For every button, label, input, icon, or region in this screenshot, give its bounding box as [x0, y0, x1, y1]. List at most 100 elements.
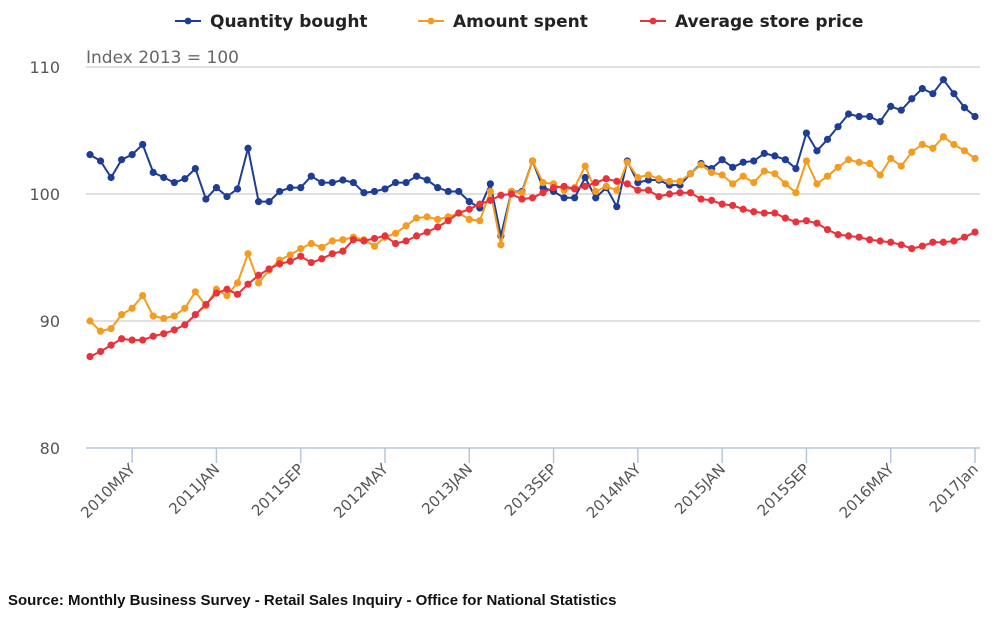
data-point[interactable]: [307, 239, 315, 248]
data-point[interactable]: [960, 147, 969, 155]
data-point[interactable]: [202, 195, 210, 203]
data-point[interactable]: [223, 192, 231, 201]
data-point[interactable]: [423, 213, 431, 221]
data-point[interactable]: [497, 191, 505, 199]
data-point[interactable]: [191, 311, 199, 319]
data-point[interactable]: [128, 304, 136, 312]
data-point[interactable]: [286, 251, 294, 259]
data-point[interactable]: [887, 102, 895, 110]
data-point[interactable]: [686, 189, 695, 197]
data-point[interactable]: [328, 237, 336, 245]
data-point[interactable]: [844, 110, 853, 118]
data-point[interactable]: [339, 176, 347, 184]
data-point[interactable]: [254, 279, 263, 287]
data-point[interactable]: [476, 200, 484, 208]
data-point[interactable]: [929, 238, 937, 246]
data-point[interactable]: [760, 167, 768, 175]
data-point[interactable]: [212, 289, 221, 297]
data-point[interactable]: [381, 232, 389, 240]
data-point[interactable]: [413, 232, 421, 240]
data-point[interactable]: [876, 118, 884, 126]
data-point[interactable]: [423, 228, 431, 236]
data-point[interactable]: [118, 311, 126, 319]
data-point[interactable]: [918, 242, 926, 250]
data-point[interactable]: [370, 242, 379, 250]
data-point[interactable]: [539, 189, 547, 197]
data-point[interactable]: [739, 158, 747, 166]
data-point[interactable]: [960, 104, 969, 112]
data-point[interactable]: [781, 214, 789, 222]
data-point[interactable]: [697, 195, 705, 203]
data-point[interactable]: [813, 147, 821, 155]
data-point[interactable]: [360, 237, 368, 245]
data-point[interactable]: [528, 157, 537, 165]
data-point[interactable]: [697, 161, 705, 169]
data-point[interactable]: [729, 163, 737, 171]
data-point[interactable]: [181, 304, 189, 312]
data-point[interactable]: [191, 165, 199, 173]
data-point[interactable]: [518, 189, 526, 197]
data-point[interactable]: [254, 271, 263, 279]
data-point[interactable]: [950, 90, 958, 98]
data-point[interactable]: [297, 184, 305, 192]
data-point[interactable]: [402, 222, 410, 230]
data-point[interactable]: [328, 178, 336, 187]
data-point[interactable]: [792, 165, 800, 173]
data-point[interactable]: [391, 229, 400, 237]
data-point[interactable]: [876, 171, 884, 179]
data-point[interactable]: [297, 252, 305, 260]
data-point[interactable]: [170, 178, 178, 187]
data-point[interactable]: [244, 144, 252, 152]
data-point[interactable]: [750, 208, 758, 216]
data-point[interactable]: [802, 217, 811, 225]
data-point[interactable]: [118, 156, 126, 164]
data-point[interactable]: [844, 232, 853, 240]
data-point[interactable]: [339, 247, 347, 255]
data-point[interactable]: [170, 312, 178, 320]
data-point[interactable]: [181, 321, 189, 329]
data-point[interactable]: [708, 196, 716, 204]
data-point[interactable]: [223, 292, 231, 300]
data-point[interactable]: [360, 189, 368, 197]
data-point[interactable]: [96, 327, 105, 335]
data-point[interactable]: [676, 177, 684, 185]
data-point[interactable]: [560, 182, 568, 190]
data-point[interactable]: [328, 250, 336, 258]
data-point[interactable]: [918, 140, 926, 149]
data-point[interactable]: [592, 194, 600, 202]
data-point[interactable]: [423, 176, 431, 184]
data-point[interactable]: [613, 186, 621, 194]
data-point[interactable]: [634, 186, 642, 194]
data-point[interactable]: [434, 215, 442, 223]
data-point[interactable]: [760, 149, 768, 157]
data-point[interactable]: [539, 178, 547, 187]
data-point[interactable]: [139, 336, 147, 344]
data-point[interactable]: [855, 112, 863, 121]
data-point[interactable]: [528, 194, 537, 202]
data-point[interactable]: [455, 187, 463, 196]
data-point[interactable]: [718, 200, 726, 208]
data-point[interactable]: [971, 154, 979, 163]
data-point[interactable]: [265, 198, 273, 206]
data-point[interactable]: [971, 228, 979, 236]
data-point[interactable]: [265, 265, 273, 273]
data-point[interactable]: [623, 180, 631, 188]
data-point[interactable]: [318, 255, 326, 263]
data-point[interactable]: [644, 176, 652, 184]
data-point[interactable]: [370, 234, 379, 243]
data-point[interactable]: [887, 238, 895, 246]
data-point[interactable]: [160, 330, 168, 338]
data-point[interactable]: [86, 352, 94, 361]
data-point[interactable]: [876, 237, 884, 245]
data-point[interactable]: [465, 215, 473, 223]
data-point[interactable]: [233, 279, 242, 287]
data-point[interactable]: [465, 198, 473, 206]
data-point[interactable]: [202, 300, 210, 309]
data-point[interactable]: [602, 175, 610, 183]
data-point[interactable]: [254, 198, 263, 206]
data-point[interactable]: [887, 154, 895, 163]
data-point[interactable]: [750, 157, 758, 165]
data-point[interactable]: [402, 237, 410, 245]
data-point[interactable]: [244, 280, 252, 288]
data-point[interactable]: [897, 241, 905, 249]
